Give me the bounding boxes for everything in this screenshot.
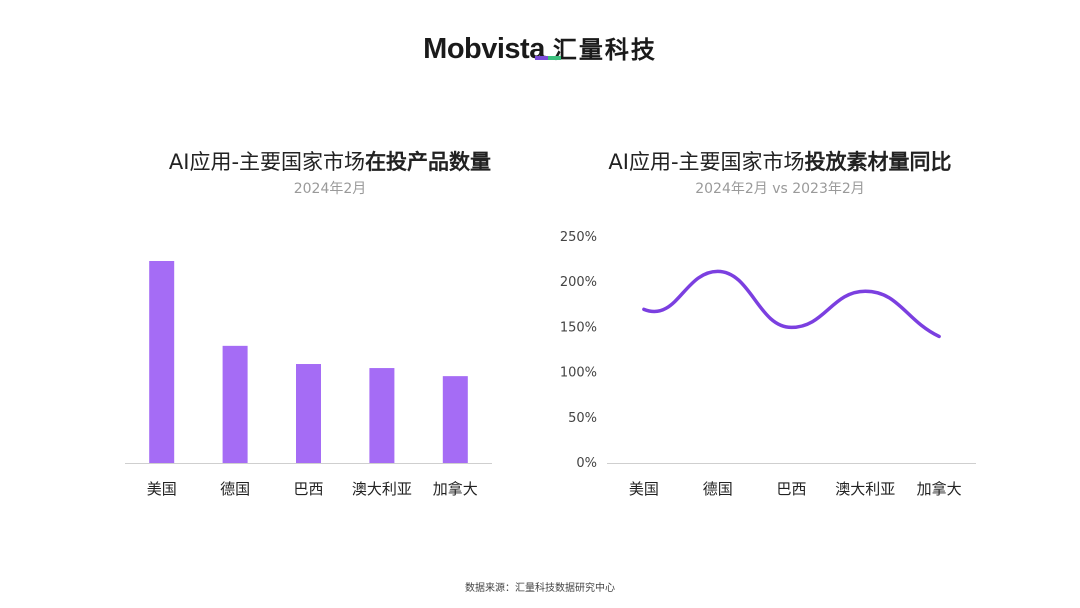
series-line xyxy=(642,269,941,339)
logo-chinese-name: 汇量科技 xyxy=(552,36,657,64)
logo-accent-bar xyxy=(535,35,562,60)
line-chart-y-tick-label: 200% xyxy=(560,275,597,290)
bar-chart-subtitle: 2024年2月 xyxy=(293,181,367,197)
line-chart-category-label: 巴西 xyxy=(776,480,806,498)
bar-3 xyxy=(296,364,321,463)
line-chart-title: AI应用-主要国家市场投放素材量同比 xyxy=(560,146,1000,176)
line-chart-category-label: 德国 xyxy=(703,480,733,498)
bar-chart-category-label: 加拿大 xyxy=(433,480,478,498)
bar-2 xyxy=(222,345,248,463)
line-chart-y-tick-label: 50% xyxy=(568,411,597,426)
bar-chart-category-label: 澳大利亚 xyxy=(352,480,412,498)
line-chart-category-label: 加拿大 xyxy=(917,480,962,498)
data-source-note: 数据来源：汇量科技数据研究中心 xyxy=(465,583,615,594)
bar-1 xyxy=(149,261,175,463)
bar-chart-category-label: 美国 xyxy=(147,480,177,498)
bar-5 xyxy=(442,376,468,463)
bar-chart-title-bold: 在投产品数量 xyxy=(365,150,492,174)
bar-chart-title-normal: AI应用-主要国家市场 xyxy=(168,150,366,174)
line-chart-category-label: 美国 xyxy=(629,480,659,498)
bar-chart-title: AI应用-主要国家市场在投产品数量 xyxy=(120,146,540,176)
logo-wordmark: Mobvista xyxy=(423,33,562,66)
logo-wordmark-text: Mobvista xyxy=(423,33,545,65)
brand-logo: Mobvista 汇量科技 xyxy=(0,30,1080,66)
line-chart-subtitle: 2024年2月 vs 2023年2月 xyxy=(695,181,865,197)
line-chart-title-normal: AI应用-主要国家市场 xyxy=(608,150,805,174)
bar-4 xyxy=(369,368,395,463)
line-chart-y-tick-label: 0% xyxy=(576,456,597,471)
line-chart-category-label: 澳大利亚 xyxy=(835,480,895,498)
bar-chart-category-label: 巴西 xyxy=(293,480,323,498)
line-chart-y-tick-label: 250% xyxy=(560,230,597,245)
bar-chart-category-label: 德国 xyxy=(220,480,250,498)
line-chart-y-tick-label: 100% xyxy=(560,366,597,381)
line-chart-y-tick-label: 150% xyxy=(560,320,597,335)
line-chart-title-bold: 投放素材量同比 xyxy=(804,150,952,174)
